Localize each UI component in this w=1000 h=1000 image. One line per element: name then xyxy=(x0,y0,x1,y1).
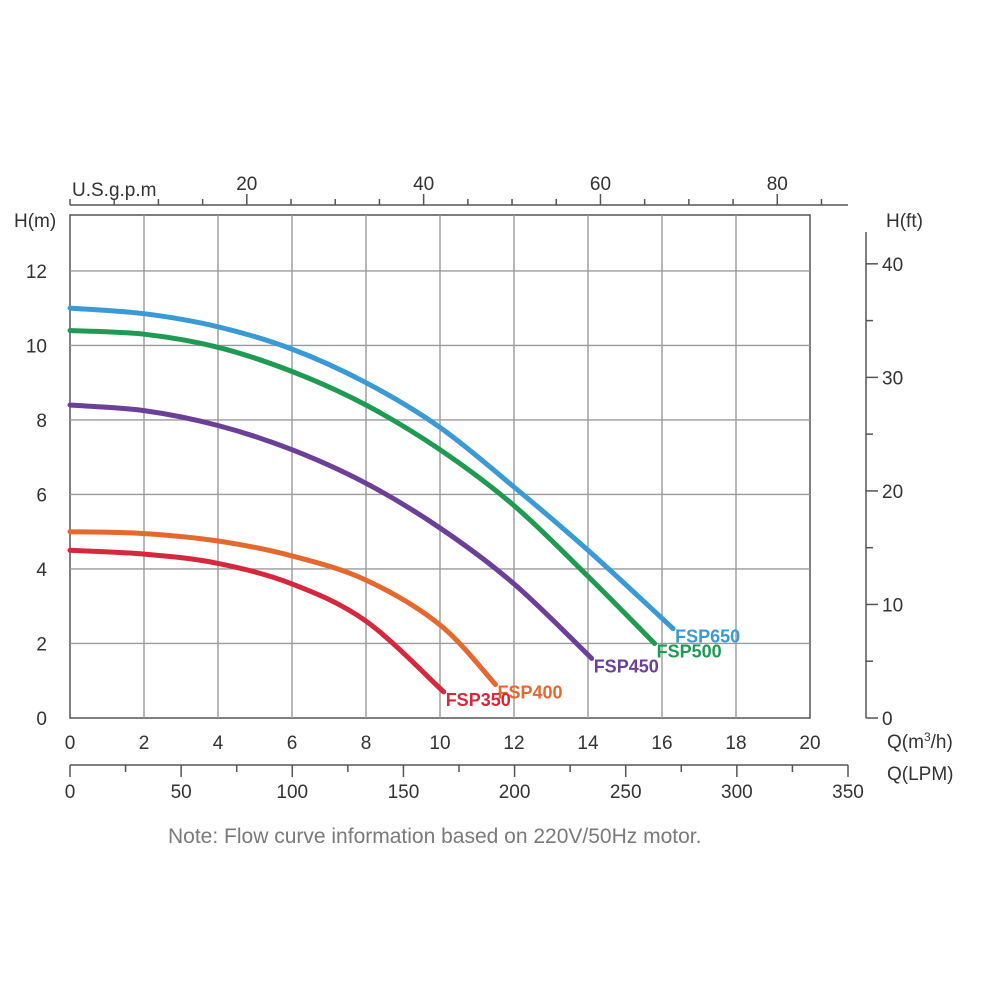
y-left-tick-label: 6 xyxy=(36,485,47,506)
curve-fsp500 xyxy=(67,328,658,646)
left-axis-title: H(m) xyxy=(14,211,56,232)
y-right-tick-label: 30 xyxy=(882,368,903,389)
x-bottom-tick-label: 20 xyxy=(799,733,820,754)
x-lpm-tick-label: 0 xyxy=(65,782,76,803)
right-axis-title: H(ft) xyxy=(886,211,923,232)
y-right-tick-label: 40 xyxy=(882,255,903,276)
x-bottom-tick-label: 6 xyxy=(287,733,298,754)
bottom-axis-title-end: /h) xyxy=(931,732,953,753)
curve-fsp350 xyxy=(67,547,447,695)
x-bottom-tick-label: 18 xyxy=(725,733,746,754)
x-lpm-tick-label: 100 xyxy=(276,782,308,803)
x-lpm-tick-label: 150 xyxy=(388,782,420,803)
x-bottom-tick-label: 12 xyxy=(503,733,524,754)
lpm-axis-title: Q(LPM) xyxy=(887,764,954,785)
y-left-tick-label: 12 xyxy=(26,262,47,283)
curve-label-fsp500: FSP500 xyxy=(657,641,722,661)
bottom-axis-title-sup: 3 xyxy=(924,730,931,744)
bottom-axis-title-base: Q(m xyxy=(887,732,924,753)
curve-label-fsp450: FSP450 xyxy=(594,656,659,676)
y-left-tick-label: 4 xyxy=(36,560,47,581)
x-bottom-tick-label: 4 xyxy=(213,733,224,754)
chart-note: Note: Flow curve information based on 22… xyxy=(168,825,701,848)
x-bottom-tick-label: 14 xyxy=(577,733,599,754)
y-left-tick-label: 10 xyxy=(26,336,47,357)
bottom-axis-title: Q(m3/h) xyxy=(887,730,953,753)
x-lpm-tick-label: 350 xyxy=(832,782,864,803)
x-lpm-tick-label: 250 xyxy=(610,782,642,803)
top-axis-title: U.S.g.p.m xyxy=(72,180,156,201)
y-left-tick-label: 2 xyxy=(36,634,47,655)
y-right-tick-label: 20 xyxy=(882,482,903,503)
x-top-tick-label: 20 xyxy=(236,174,257,195)
curve-label-fsp400: FSP400 xyxy=(498,682,563,702)
axes xyxy=(69,194,878,777)
x-bottom-tick-label: 16 xyxy=(651,733,672,754)
x-lpm-tick-label: 200 xyxy=(499,782,531,803)
curve-fsp650 xyxy=(67,305,676,632)
x-bottom-tick-label: 0 xyxy=(65,733,76,754)
x-lpm-tick-label: 50 xyxy=(171,782,192,803)
x-bottom-tick-label: 8 xyxy=(361,733,372,754)
curve-fsp400 xyxy=(67,529,498,687)
x-top-tick-label: 40 xyxy=(413,174,434,195)
y-right-tick-label: 0 xyxy=(882,709,893,730)
y-left-tick-label: 0 xyxy=(36,709,47,730)
curve-label-fsp650: FSP650 xyxy=(675,627,740,647)
curve-label-fsp350: FSP350 xyxy=(446,690,511,710)
y-right-tick-label: 10 xyxy=(882,595,903,616)
x-lpm-tick-label: 300 xyxy=(721,782,753,803)
curve-fsp450 xyxy=(67,402,595,661)
x-bottom-tick-label: 10 xyxy=(429,733,450,754)
x-top-tick-label: 60 xyxy=(590,174,611,195)
y-left-tick-label: 8 xyxy=(36,411,47,432)
x-top-tick-label: 80 xyxy=(767,174,788,195)
x-bottom-tick-label: 2 xyxy=(139,733,150,754)
